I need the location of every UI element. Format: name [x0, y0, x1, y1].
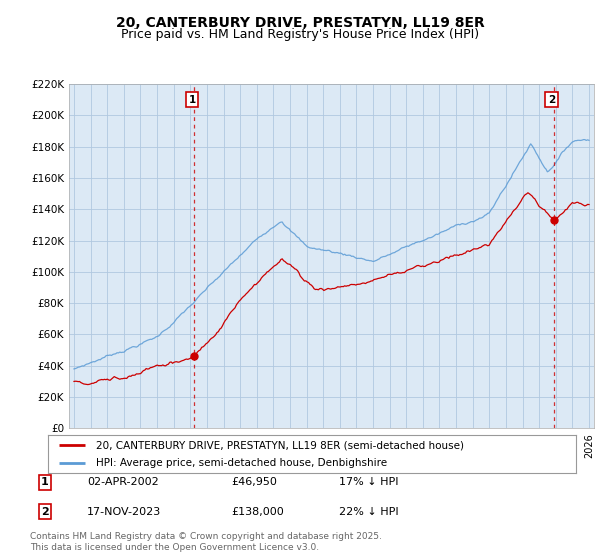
Text: Contains HM Land Registry data © Crown copyright and database right 2025.
This d: Contains HM Land Registry data © Crown c… [30, 532, 382, 552]
Text: HPI: Average price, semi-detached house, Denbighshire: HPI: Average price, semi-detached house,… [95, 458, 386, 468]
Text: 20, CANTERBURY DRIVE, PRESTATYN, LL19 8ER: 20, CANTERBURY DRIVE, PRESTATYN, LL19 8E… [116, 16, 484, 30]
Text: 1: 1 [41, 477, 49, 487]
Text: 2: 2 [41, 507, 49, 517]
Text: 17% ↓ HPI: 17% ↓ HPI [339, 477, 398, 487]
Text: 22% ↓ HPI: 22% ↓ HPI [339, 507, 398, 517]
Text: Price paid vs. HM Land Registry's House Price Index (HPI): Price paid vs. HM Land Registry's House … [121, 28, 479, 41]
Text: 1: 1 [188, 95, 196, 105]
Text: 2: 2 [548, 95, 555, 105]
Text: £46,950: £46,950 [231, 477, 277, 487]
Text: £138,000: £138,000 [231, 507, 284, 517]
Text: 02-APR-2002: 02-APR-2002 [87, 477, 159, 487]
Text: 20, CANTERBURY DRIVE, PRESTATYN, LL19 8ER (semi-detached house): 20, CANTERBURY DRIVE, PRESTATYN, LL19 8E… [95, 440, 464, 450]
Text: 17-NOV-2023: 17-NOV-2023 [87, 507, 161, 517]
